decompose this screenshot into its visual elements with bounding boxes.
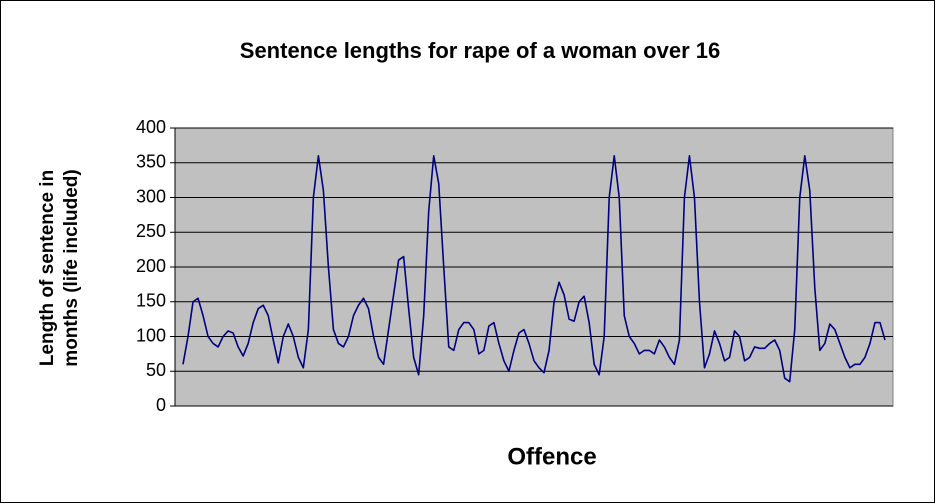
y-tick-label: 0 (156, 395, 166, 415)
x-axis-label: Offence (507, 443, 596, 470)
y-tick-label: 100 (136, 325, 166, 345)
y-axis-label: months (life included) (61, 169, 82, 366)
y-tick-label: 350 (136, 152, 166, 172)
y-tick-label: 250 (136, 221, 166, 241)
y-tick-label: 50 (146, 360, 166, 380)
chart-title: Sentence lengths for rape of a woman ove… (240, 38, 720, 63)
y-tick-label: 200 (136, 256, 166, 276)
y-tick-label: 300 (136, 186, 166, 206)
y-tick-label: 400 (136, 117, 166, 137)
y-axis-label: Length of sentence in (37, 170, 58, 366)
y-tick-label: 150 (136, 291, 166, 311)
data-line (182, 155, 886, 383)
